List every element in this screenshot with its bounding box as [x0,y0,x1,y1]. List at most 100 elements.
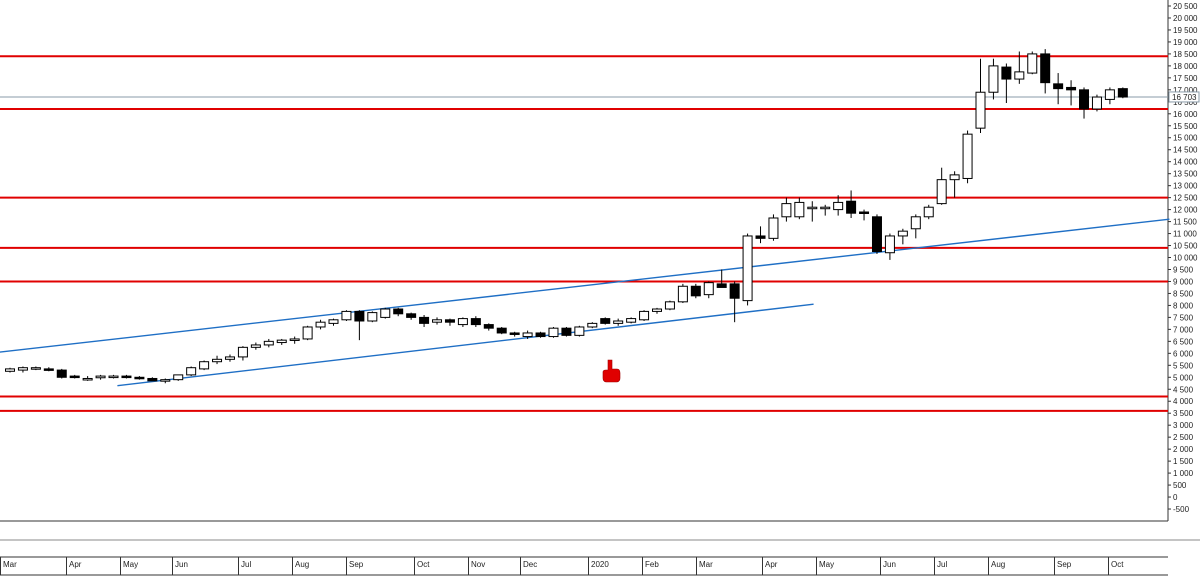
candle-body-up [367,312,378,322]
month-label: Feb [645,560,659,569]
candle [820,204,831,216]
candle-body-up [1104,89,1115,100]
trend-channel-lines[interactable] [0,218,1170,387]
candle [160,378,171,384]
candle [923,204,934,220]
candle-body-down [43,368,54,371]
candle-body-up [574,326,585,336]
candle [17,366,28,373]
y-tick-label: 16 000 [1173,110,1198,119]
candle-body-down [419,316,430,324]
candle [95,374,106,380]
candle-body-down [1053,83,1064,90]
candle-body-down [1040,53,1051,84]
candle-body-up [173,374,184,381]
candle [574,325,585,337]
candle [846,190,857,218]
candle [1066,80,1077,106]
y-tick-label: 500 [1173,481,1187,490]
trend-line[interactable] [117,303,814,387]
candle-body-up [613,320,624,324]
candle-body-up [652,308,662,312]
candle [626,317,637,324]
last-price-label: 16 703 [1172,93,1197,102]
candle [212,355,223,365]
candle [690,283,701,299]
annotation-markers [602,359,621,383]
candle-body-up [432,319,443,323]
y-tick-label: 14 500 [1173,146,1198,155]
support-resistance-lines[interactable] [0,55,1168,412]
candle-body-up [1027,53,1038,74]
candle-body-up [626,318,637,323]
candle-body-up [237,346,248,358]
candle [276,338,287,345]
trend-line[interactable] [0,218,1170,353]
candle-body-up [820,206,831,210]
candle-body-up [949,174,960,181]
candle [962,130,973,184]
month-label: Jun [175,560,188,569]
candle [69,374,80,379]
price-axis[interactable]: -500 0 500 1 000 1 500 2 000 2 500 3 000 3 500 4 … [1168,2,1200,514]
y-tick-label: 0 [1173,493,1178,502]
candle [522,330,533,339]
candle-body-up [199,361,210,370]
candle-body-up [923,206,934,218]
candle-body-up [82,377,93,381]
month-label: May [123,560,138,569]
candle-body-up [5,368,15,372]
y-tick-label: 18 000 [1173,62,1198,71]
y-tick-label: 11 500 [1173,218,1197,227]
candle-body-up [186,367,197,376]
candle-body-up [703,282,714,296]
candle-body-up [17,367,28,371]
month-label: Apr [69,560,82,569]
candle [224,354,235,362]
candle-body-down [716,283,727,288]
candle-body-up [548,327,559,338]
candle [1079,87,1090,119]
y-tick-label: 6 000 [1173,349,1194,358]
y-tick-label: 12 000 [1173,206,1198,215]
candle [82,376,93,381]
candle [393,307,404,317]
candle-body-up [833,201,844,211]
y-tick-label: 19 500 [1173,26,1198,35]
candle-body-down [1001,66,1012,80]
candle [833,195,844,216]
candle-body-down [496,327,507,334]
time-axis[interactable]: Mar Apr May Jun Jul Aug Sep Oct Nov Dec 2020 Feb Mar… [0,556,1168,576]
candle [613,318,624,326]
candle-body-up [794,201,805,218]
y-tick-label: -500 [1173,505,1190,514]
candle-body-down [535,332,546,338]
candle-body-down [483,324,494,329]
month-label: Mar [699,560,713,569]
candle [1040,49,1051,94]
y-tick-label: 9 500 [1173,265,1194,274]
candle [432,317,443,325]
candle-body-down [56,369,67,378]
candle [936,167,947,205]
candle [587,322,598,329]
y-tick-label: 12 500 [1173,194,1198,203]
candle-body-down [509,332,520,335]
candle-body-down [859,211,870,214]
y-tick-label: 10 000 [1173,254,1198,263]
candle [548,326,559,338]
candle [237,346,248,361]
month-label: Sep [349,560,364,569]
month-label: Oct [1111,560,1124,569]
y-tick-label: 10 500 [1173,242,1198,251]
candle-body-up [160,379,171,382]
candle-body-down [406,313,417,318]
last-price-tag: 16 703 [1168,91,1200,103]
candle-body-up [341,310,352,321]
pointing-hand-icon [602,359,621,383]
month-label: Aug [991,560,1005,569]
candle [794,197,805,220]
month-label: Mar [3,560,17,569]
y-tick-label: 13 000 [1173,182,1198,191]
candle [859,209,870,221]
